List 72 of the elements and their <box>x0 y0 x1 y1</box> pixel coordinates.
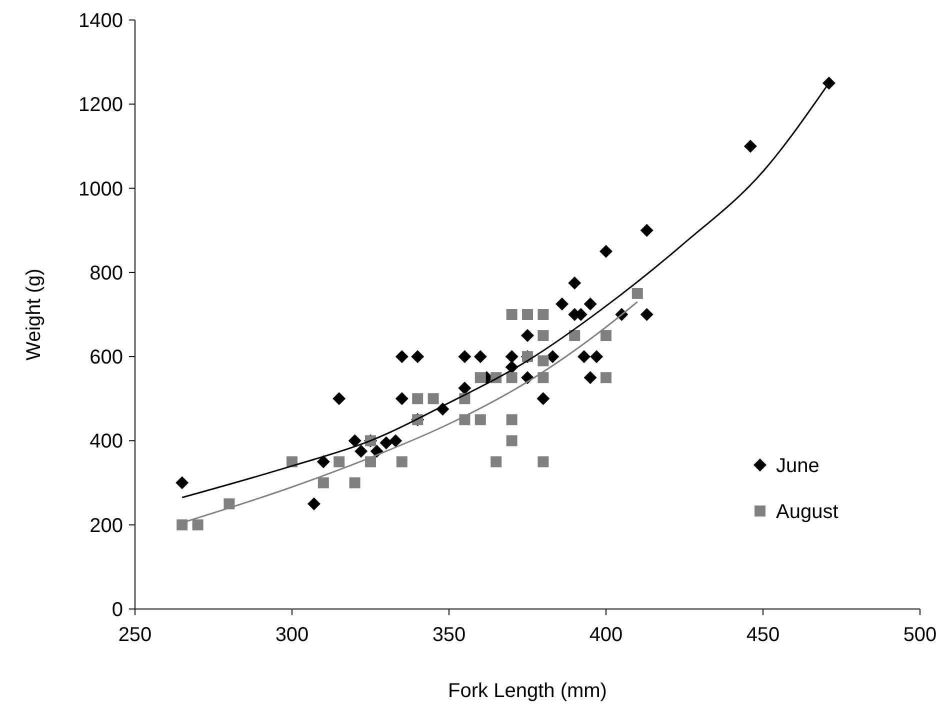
y-tick-label: 1400 <box>78 10 123 32</box>
point <box>332 392 346 406</box>
point <box>474 372 486 384</box>
y-tick-label: 0 <box>112 599 123 621</box>
point <box>318 477 329 488</box>
point <box>521 329 534 342</box>
x-tick-label: 250 <box>118 624 152 646</box>
y-tick-label: 200 <box>90 514 123 537</box>
point <box>506 435 518 446</box>
point <box>505 350 518 364</box>
point <box>192 519 204 530</box>
point <box>411 350 424 364</box>
point <box>536 392 550 406</box>
point <box>412 393 424 404</box>
point <box>522 309 533 320</box>
point <box>632 288 643 299</box>
point <box>569 330 580 342</box>
point <box>354 444 368 458</box>
y-tick-label: 1000 <box>78 178 123 200</box>
point <box>428 393 439 404</box>
point <box>538 309 549 320</box>
point <box>396 456 408 468</box>
point <box>506 309 518 320</box>
point <box>584 371 597 384</box>
point <box>538 456 549 468</box>
y-tick-label: 400 <box>90 430 123 453</box>
point <box>538 355 549 366</box>
point <box>556 297 569 310</box>
x-axis-title: Fork Length (mm) <box>448 680 607 702</box>
point <box>538 372 549 384</box>
point <box>568 276 582 290</box>
point <box>395 350 408 364</box>
point <box>474 350 487 364</box>
point <box>600 372 612 384</box>
point <box>307 497 320 510</box>
y-tick-label: 800 <box>90 262 123 284</box>
y-tick-label: 1200 <box>78 94 123 116</box>
point <box>640 308 654 321</box>
point <box>474 414 486 426</box>
point <box>176 519 188 530</box>
legend-label: August <box>776 501 839 523</box>
point <box>458 382 472 395</box>
point <box>600 244 612 258</box>
point <box>640 224 654 237</box>
x-tick-label: 450 <box>746 624 780 646</box>
point <box>349 477 360 488</box>
point <box>506 414 518 426</box>
point <box>380 436 393 450</box>
point <box>538 330 549 342</box>
x-tick-label: 350 <box>432 624 466 646</box>
point <box>334 456 345 468</box>
point <box>395 392 408 406</box>
point <box>176 476 189 490</box>
point <box>490 456 502 468</box>
point <box>822 76 836 90</box>
point <box>578 350 591 364</box>
point <box>458 350 472 364</box>
y-tick-label: 600 <box>90 346 123 369</box>
point <box>348 434 362 448</box>
point <box>546 350 560 364</box>
point <box>389 434 402 448</box>
x-tick-label: 400 <box>589 624 623 646</box>
point <box>316 455 330 468</box>
point <box>506 372 518 384</box>
point <box>600 330 612 342</box>
y-axis-title: Weight (g) <box>23 268 45 360</box>
x-tick-label: 500 <box>903 624 937 646</box>
legend-label: June <box>776 455 820 477</box>
point <box>590 350 604 364</box>
point <box>744 140 757 153</box>
x-tick-label: 300 <box>275 624 309 646</box>
point <box>584 297 597 310</box>
